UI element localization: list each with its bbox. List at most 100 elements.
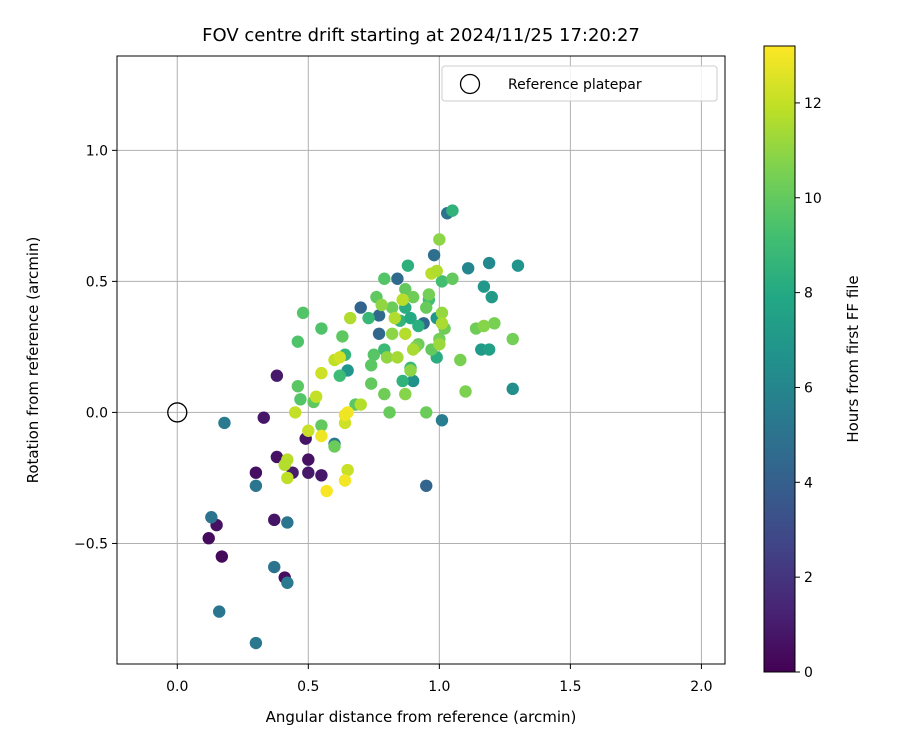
data-point [433, 233, 446, 246]
legend-marker [459, 73, 481, 95]
colorbar-tick-label: 6 [804, 380, 813, 396]
data-point [281, 516, 294, 529]
data-point [430, 264, 443, 278]
data-point [482, 343, 496, 356]
data-point [446, 272, 459, 285]
data-point [422, 288, 436, 301]
data-point [202, 532, 215, 545]
data-point [383, 406, 396, 419]
chart-title: FOV centre drift starting at 2024/11/25 … [202, 25, 640, 46]
data-point [477, 280, 491, 293]
data-point [249, 636, 263, 650]
data-point [482, 256, 496, 270]
data-point [375, 298, 388, 312]
data-point [309, 390, 323, 403]
colorbar-tick-label: 12 [804, 96, 822, 112]
data-point [291, 380, 305, 393]
data-point [336, 330, 349, 343]
data-point [399, 387, 412, 401]
x-tick-label: 1.0 [428, 679, 450, 695]
x-axis-ticks: 0.0 0.5 1.0 1.5 2.0 [166, 664, 713, 695]
y-tick-label: −0.5 [74, 536, 108, 552]
y-axis-ticks: −0.5 0.0 0.5 1.0 [74, 143, 117, 552]
y-tick-label: 0.0 [86, 405, 108, 421]
data-point [354, 301, 367, 314]
colorbar-tick-label: 4 [804, 475, 813, 491]
data-point [435, 317, 449, 330]
colorbar-tick-label: 8 [804, 286, 813, 302]
data-point [454, 353, 467, 367]
data-point [396, 293, 409, 306]
data-point [289, 406, 302, 419]
data-point [399, 283, 412, 296]
data-point [315, 419, 328, 432]
data-point [302, 466, 315, 479]
data-point [435, 414, 449, 427]
data-point [362, 311, 375, 325]
colorbar-gradient [763, 45, 796, 673]
data-point [404, 364, 417, 377]
y-tick-label: 0.5 [86, 274, 108, 290]
x-tick-label: 2.0 [690, 679, 712, 695]
data-point [333, 351, 346, 364]
data-point [435, 275, 449, 288]
data-point [291, 335, 305, 348]
data-point [420, 479, 433, 492]
legend: Reference platepar [441, 65, 718, 102]
data-point [278, 458, 291, 472]
data-point [404, 311, 417, 325]
data-point [427, 248, 441, 262]
data-point [344, 311, 357, 325]
data-point [249, 466, 263, 479]
data-point [365, 359, 378, 372]
data-point [391, 351, 404, 364]
data-point [341, 463, 354, 477]
colorbar-ticks: 0 2 4 6 8 10 12 [795, 96, 822, 681]
data-point [401, 259, 415, 272]
data-point [435, 306, 449, 320]
data-point [391, 272, 404, 285]
x-tick-label: 1.5 [559, 679, 581, 695]
data-point [461, 262, 475, 275]
colorbar: 0 2 4 6 8 10 12 Hours from first FF file [763, 45, 862, 681]
legend-box [441, 65, 718, 102]
data-point [385, 327, 399, 340]
legend-label: Reference platepar [508, 77, 642, 93]
reference-platepar-marker [167, 402, 188, 423]
colorbar-tick-label: 2 [804, 570, 813, 586]
colorbar-label: Hours from first FF file [844, 275, 862, 442]
data-point [420, 406, 433, 419]
data-points [202, 204, 525, 650]
data-point [268, 513, 281, 527]
data-point [281, 576, 294, 589]
data-point [506, 332, 519, 346]
data-point [296, 306, 310, 320]
data-point [372, 327, 386, 340]
data-point [385, 301, 399, 314]
data-point [488, 317, 501, 330]
data-point [420, 301, 433, 314]
data-point [281, 471, 294, 485]
data-point [213, 605, 226, 618]
data-point [511, 259, 525, 272]
data-point [257, 411, 270, 424]
data-point [399, 327, 412, 340]
y-tick-label: 1.0 [86, 143, 108, 159]
data-point [315, 469, 328, 482]
data-point [302, 424, 315, 437]
data-point [378, 387, 391, 401]
data-point [433, 338, 446, 351]
data-point [485, 290, 498, 304]
data-point [367, 348, 381, 361]
data-point [328, 440, 341, 453]
data-point [333, 369, 346, 382]
colorbar-tick-label: 0 [804, 665, 813, 681]
plot-frame [116, 55, 726, 665]
data-point [388, 311, 401, 325]
data-point [315, 322, 328, 335]
x-axis-label: Angular distance from reference (arcmin) [266, 708, 577, 726]
data-point [294, 393, 307, 406]
data-point [215, 550, 229, 563]
data-point [406, 343, 420, 356]
